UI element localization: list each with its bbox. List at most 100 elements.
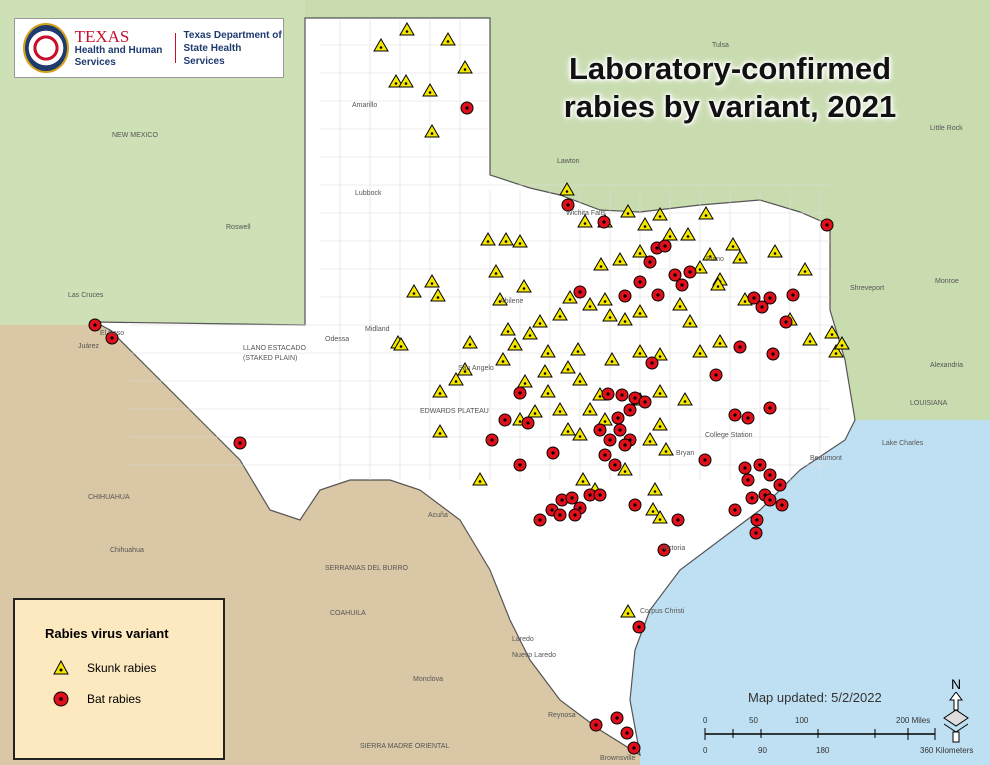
triangle-icon — [53, 659, 69, 676]
bat-rabies-marker — [573, 285, 587, 299]
skunk-rabies-marker — [457, 60, 473, 74]
legend-item-bat: Bat rabies — [53, 691, 141, 707]
skunk-rabies-marker — [552, 307, 568, 321]
bat-rabies-marker — [498, 413, 512, 427]
map-label-beaumont: Beaumont — [810, 455, 842, 462]
skunk-rabies-marker — [562, 290, 578, 304]
bat-rabies-marker — [603, 433, 617, 447]
skunk-rabies-marker — [522, 326, 538, 340]
bat-rabies-marker — [738, 461, 752, 475]
bat-rabies-marker — [763, 401, 777, 415]
dshs-logo: TEXAS Health and Human Services Texas De… — [14, 18, 284, 78]
skunk-rabies-marker — [560, 360, 576, 374]
bat-rabies-marker — [755, 300, 769, 314]
map-updated: Map updated: 5/2/2022 — [748, 690, 882, 705]
bat-rabies-marker — [657, 543, 671, 557]
skunk-rabies-marker — [604, 352, 620, 366]
map-label-shreveport: Shreveport — [850, 285, 885, 292]
skunk-rabies-marker — [637, 217, 653, 231]
bat-rabies-marker — [675, 278, 689, 292]
texas-seal-icon — [23, 23, 69, 73]
skunk-rabies-marker — [702, 247, 718, 261]
bat-rabies-marker — [460, 101, 474, 115]
skunk-rabies-marker — [560, 422, 576, 436]
bat-rabies-marker — [610, 711, 624, 725]
map-label-bryan: Bryan — [676, 450, 695, 457]
map-label-little-rock: Little Rock — [930, 125, 963, 132]
bat-rabies-marker — [513, 386, 527, 400]
scale-line — [704, 728, 936, 740]
north-arrow-icon — [943, 691, 969, 743]
skunk-rabies-marker — [480, 232, 496, 246]
skunk-rabies-marker — [517, 374, 533, 388]
skunk-rabies-marker — [422, 83, 438, 97]
bat-rabies-marker — [589, 718, 603, 732]
hhs-subtitle: Health and Human Services — [74, 44, 163, 68]
skunk-rabies-marker — [552, 402, 568, 416]
skunk-rabies-marker — [393, 337, 409, 351]
skunk-rabies-marker — [577, 214, 593, 228]
bat-rabies-marker — [820, 218, 834, 232]
scale-tick: 360 Kilometers — [920, 746, 974, 755]
scale-tick: 0 — [703, 746, 708, 755]
map-label-alexandria: Alexandria — [930, 362, 964, 369]
skunk-rabies-marker — [725, 237, 741, 251]
scale-tick: 180 — [816, 746, 830, 755]
skunk-rabies-marker — [424, 274, 440, 288]
skunk-rabies-marker — [698, 206, 714, 220]
bat-rabies-marker — [521, 416, 535, 430]
bat-rabies-marker — [485, 433, 499, 447]
bat-rabies-marker — [88, 318, 102, 332]
bat-rabies-marker — [597, 215, 611, 229]
bat-rabies-marker — [651, 288, 665, 302]
bat-rabies-marker — [593, 423, 607, 437]
skunk-rabies-marker — [712, 334, 728, 348]
map-label-wichita-falls: Wichita Falls — [566, 210, 606, 217]
legend-label: Bat rabies — [87, 692, 142, 706]
bat-rabies-marker — [763, 493, 777, 507]
skunk-rabies-marker — [692, 344, 708, 358]
skunk-rabies-marker — [632, 304, 648, 318]
skunk-rabies-marker — [559, 182, 575, 196]
skunk-rabies-marker — [692, 260, 708, 274]
skunk-rabies-marker — [462, 335, 478, 349]
bat-rabies-marker — [763, 291, 777, 305]
skunk-rabies-marker — [512, 234, 528, 248]
map-label-chihuahua-state: CHIHUAHUA — [88, 494, 130, 501]
skunk-rabies-marker — [682, 314, 698, 328]
bat-rabies-marker — [643, 255, 657, 269]
skunk-rabies-marker — [500, 322, 516, 336]
map-label-coahuila: COAHUILA — [330, 610, 366, 617]
bat-rabies-marker — [741, 411, 755, 425]
gulf-of-mexico — [630, 420, 990, 765]
case-markers — [88, 22, 850, 755]
bat-rabies-marker — [633, 275, 647, 289]
map-label-plano: Plano — [706, 256, 724, 263]
skunk-rabies-marker — [632, 244, 648, 258]
bat-rabies-marker — [598, 448, 612, 462]
bat-rabies-marker — [668, 268, 682, 282]
skunk-rabies-marker — [495, 352, 511, 366]
dshs-name: Texas Department of State Health Service… — [183, 29, 282, 67]
map-label-college-station: College Station — [705, 432, 753, 439]
map-label-tulsa: Tulsa — [712, 42, 729, 49]
skunk-rabies-marker — [797, 262, 813, 276]
skunk-rabies-marker — [582, 297, 598, 311]
map-label-juarez: Juárez — [78, 343, 100, 350]
map-label-el-paso: El Paso — [100, 330, 125, 337]
skunk-rabies-marker — [492, 292, 508, 306]
map-label-serranias: SERRANIAS DEL BURRO — [325, 565, 408, 572]
bat-rabies-marker — [546, 446, 560, 460]
skunk-rabies-marker — [527, 404, 543, 418]
skunk-rabies-marker — [373, 38, 389, 52]
skunk-rabies-marker — [617, 462, 633, 476]
skunk-rabies-marker — [572, 372, 588, 386]
scale-tick: 100 — [795, 716, 809, 725]
bat-rabies-marker — [632, 620, 646, 634]
bat-rabies-marker — [745, 491, 759, 505]
map-label-midland: Midland — [365, 326, 390, 333]
skunk-rabies-marker — [652, 417, 668, 431]
skunk-rabies-marker — [432, 384, 448, 398]
skunk-rabies-marker — [620, 604, 636, 618]
skunk-rabies-marker — [658, 442, 674, 456]
